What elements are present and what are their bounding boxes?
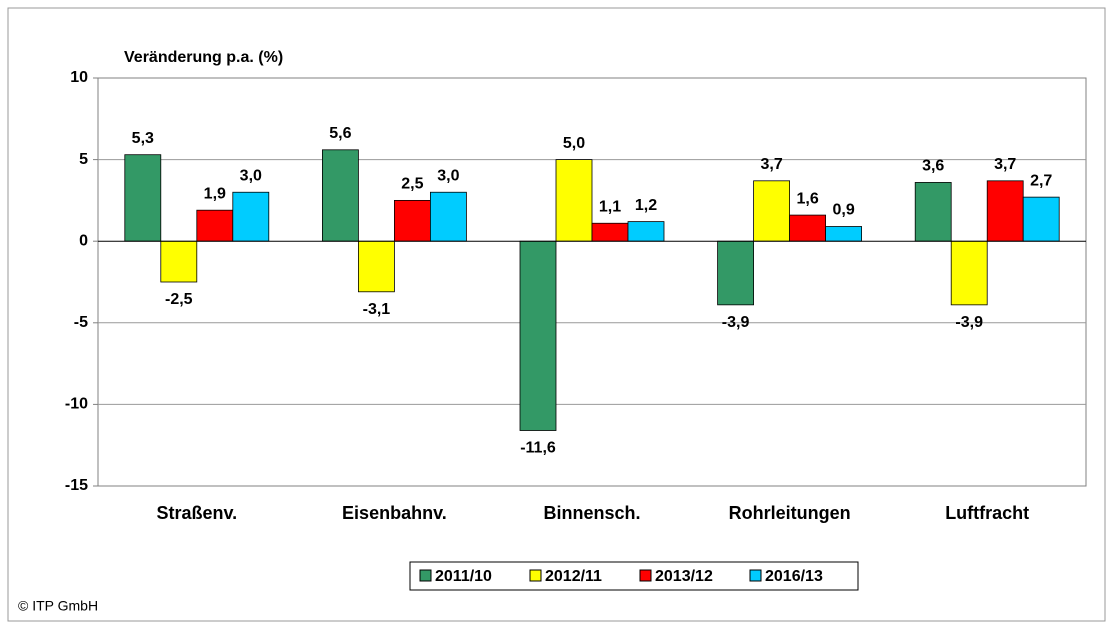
bar bbox=[232, 191, 270, 242]
footer: © ITP GmbH bbox=[18, 598, 98, 614]
y-tick-label: -5 bbox=[74, 314, 88, 331]
value-label: 2,5 bbox=[401, 176, 423, 193]
bar bbox=[717, 240, 754, 306]
frame bbox=[7, 7, 1106, 622]
legend-label: 2016/13 bbox=[765, 568, 823, 585]
bar bbox=[986, 180, 1024, 242]
bar bbox=[393, 199, 431, 242]
value-label: 3,7 bbox=[994, 156, 1016, 173]
legend-swatch bbox=[419, 569, 432, 582]
x-tick-label: Luftfracht bbox=[945, 503, 1029, 523]
bar bbox=[429, 191, 467, 242]
bar bbox=[591, 222, 629, 242]
legend-label: 2011/10 bbox=[435, 568, 492, 585]
value-label: 1,9 bbox=[204, 185, 226, 202]
legend-swatch bbox=[639, 569, 652, 582]
value-label: 1,1 bbox=[599, 198, 621, 215]
bar bbox=[1022, 196, 1060, 242]
y-tick-label: -15 bbox=[65, 477, 88, 494]
bar bbox=[555, 159, 593, 242]
value-label: -11,6 bbox=[520, 440, 556, 457]
value-label: -3,9 bbox=[722, 314, 750, 331]
x-tick-label: Eisenbahnv. bbox=[342, 503, 447, 523]
value-label: 3,6 bbox=[922, 158, 944, 175]
legend-label: 2012/11 bbox=[545, 568, 602, 585]
plot-area bbox=[97, 77, 1087, 487]
x-tick-label: Rohrleitungen bbox=[729, 503, 851, 523]
value-label: 2,7 bbox=[1030, 172, 1052, 189]
bar bbox=[825, 226, 862, 242]
value-label: 0,9 bbox=[832, 202, 854, 219]
y-tick-label: -10 bbox=[65, 396, 88, 413]
bar bbox=[914, 182, 952, 242]
bar bbox=[627, 221, 665, 242]
value-label: 1,2 bbox=[635, 197, 657, 214]
bar bbox=[357, 240, 395, 293]
y-axis-label: Veränderung p.a. (%) bbox=[124, 49, 283, 66]
value-label: 5,6 bbox=[329, 125, 351, 142]
value-label: 1,6 bbox=[796, 190, 818, 207]
value-label: 3,0 bbox=[437, 167, 459, 184]
bar bbox=[196, 209, 234, 242]
x-tick-label: Straßenv. bbox=[156, 503, 237, 523]
y-tick-label: 5 bbox=[79, 151, 88, 168]
value-label: 5,0 bbox=[563, 135, 585, 152]
legend-label: 2013/12 bbox=[655, 568, 713, 585]
bar bbox=[321, 149, 359, 242]
x-tick-label: Binnensch. bbox=[543, 503, 640, 523]
value-label: 3,7 bbox=[760, 156, 782, 173]
legend-swatch bbox=[749, 569, 762, 582]
bar bbox=[519, 240, 557, 431]
legend-swatch bbox=[529, 569, 542, 582]
y-tick-label: 0 bbox=[79, 232, 88, 249]
value-label: -3,1 bbox=[363, 301, 391, 318]
legend-box bbox=[409, 561, 859, 591]
value-label: -2,5 bbox=[165, 291, 193, 308]
y-tick-label: 10 bbox=[70, 69, 88, 86]
bar bbox=[753, 180, 790, 242]
bar bbox=[789, 214, 826, 242]
value-label: 5,3 bbox=[132, 130, 154, 147]
value-label: -3,9 bbox=[955, 314, 983, 331]
value-label: 3,0 bbox=[240, 167, 262, 184]
bar bbox=[950, 240, 988, 306]
bar bbox=[124, 154, 162, 242]
bar bbox=[160, 240, 198, 283]
